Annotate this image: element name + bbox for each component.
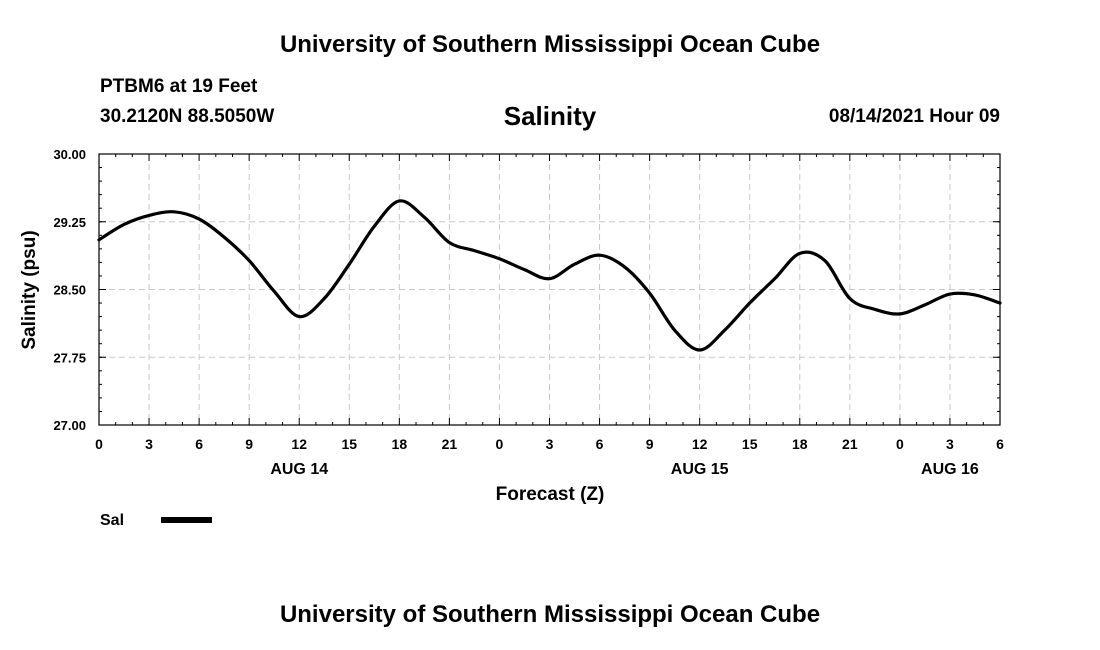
data-point-sal bbox=[773, 277, 776, 280]
data-point-sal bbox=[473, 249, 476, 252]
data-point-sal bbox=[323, 297, 326, 300]
y-tick-label: 27.75 bbox=[53, 350, 86, 365]
data-point-sal bbox=[448, 241, 451, 244]
y-tick-label: 28.50 bbox=[53, 283, 86, 298]
x-tick-label: 9 bbox=[646, 436, 654, 452]
data-point-sal bbox=[173, 211, 175, 213]
data-point-sal bbox=[148, 214, 150, 217]
data-point-sal bbox=[698, 349, 701, 351]
data-point-sal bbox=[623, 266, 626, 268]
x-tick-label: 6 bbox=[596, 436, 604, 452]
label-layer: 0 3 6 9 12 15 18 21 0 3 6 9 12 15 18 21 0 3 6 27.00 27.75 28.… bbox=[53, 147, 1004, 478]
y-tick-label: 30.00 bbox=[53, 147, 86, 162]
data-point-sal bbox=[123, 223, 125, 226]
x-date-label: AUG 14 bbox=[270, 461, 328, 478]
x-tick-label: 12 bbox=[692, 436, 708, 452]
x-tick-label: 9 bbox=[245, 436, 253, 452]
legend-label-sal: Sal bbox=[100, 512, 124, 529]
grid-layer bbox=[99, 154, 1000, 425]
y-tick-label: 29.25 bbox=[53, 215, 86, 230]
x-date-label: AUG 16 bbox=[921, 461, 979, 478]
data-point-sal bbox=[523, 268, 526, 271]
data-point-sal bbox=[824, 259, 826, 262]
x-tick-label: 3 bbox=[145, 436, 153, 452]
main-title: University of Southern Mississippi Ocean… bbox=[279, 31, 821, 58]
x-axis-title: Forecast (Z) bbox=[496, 484, 605, 505]
x-date-label: AUG 15 bbox=[671, 461, 729, 478]
data-point-sal bbox=[999, 302, 1001, 304]
y-axis-title: Salinity (psu) bbox=[19, 230, 40, 349]
data-point-sal bbox=[899, 313, 901, 315]
forecast-datetime: 08/14/2021 Hour 09 bbox=[828, 106, 1000, 127]
data-point-sal bbox=[298, 315, 301, 318]
x-tick-label: 3 bbox=[946, 436, 954, 452]
x-tick-label: 21 bbox=[842, 436, 858, 452]
data-point-sal bbox=[798, 252, 801, 255]
data-point-sal bbox=[648, 292, 651, 294]
data-point-sal bbox=[498, 257, 501, 260]
data-point-sal bbox=[248, 259, 250, 262]
data-point-sal bbox=[974, 294, 976, 296]
coordinates-label: 30.2120N 88.5050W bbox=[100, 106, 275, 127]
data-point-sal bbox=[924, 304, 926, 306]
x-tick-label: 21 bbox=[442, 436, 458, 452]
data-point-sal bbox=[598, 254, 601, 256]
data-point-sal bbox=[748, 302, 751, 304]
data-point-sal bbox=[373, 225, 376, 228]
x-tick-label: 0 bbox=[496, 436, 504, 452]
data-point-sal bbox=[423, 216, 426, 219]
plot-frame bbox=[98, 153, 1001, 426]
x-tick-label: 3 bbox=[546, 436, 554, 452]
station-label: PTBM6 at 19 Feet bbox=[100, 76, 258, 97]
footer-title: University of Southern Mississippi Ocean… bbox=[279, 601, 821, 628]
data-point-sal bbox=[398, 200, 401, 202]
data-point-sal bbox=[673, 329, 676, 331]
x-tick-label: 15 bbox=[341, 436, 357, 452]
data-point-sal bbox=[723, 329, 726, 331]
data-point-sal bbox=[949, 293, 951, 295]
data-point-sal bbox=[548, 277, 551, 280]
x-tick-label: 18 bbox=[792, 436, 808, 452]
data-point-sal bbox=[849, 297, 851, 300]
x-tick-label: 12 bbox=[291, 436, 307, 452]
data-point-sal bbox=[223, 236, 225, 238]
x-tick-label: 6 bbox=[996, 436, 1004, 452]
x-tick-label: 15 bbox=[742, 436, 758, 452]
x-tick-label: 6 bbox=[195, 436, 203, 452]
data-point-sal bbox=[273, 290, 275, 293]
data-point-sal bbox=[874, 308, 876, 311]
series-layer bbox=[97, 199, 1002, 352]
data-point-sal bbox=[198, 218, 200, 220]
x-tick-label: 0 bbox=[95, 436, 103, 452]
data-point-sal bbox=[573, 263, 576, 266]
x-tick-label: 0 bbox=[896, 436, 904, 452]
chart-title: Salinity bbox=[503, 101, 597, 131]
y-tick-label: 27.00 bbox=[53, 418, 86, 433]
data-point-sal bbox=[98, 239, 100, 241]
x-tick-label: 18 bbox=[392, 436, 408, 452]
data-point-sal bbox=[348, 263, 351, 266]
